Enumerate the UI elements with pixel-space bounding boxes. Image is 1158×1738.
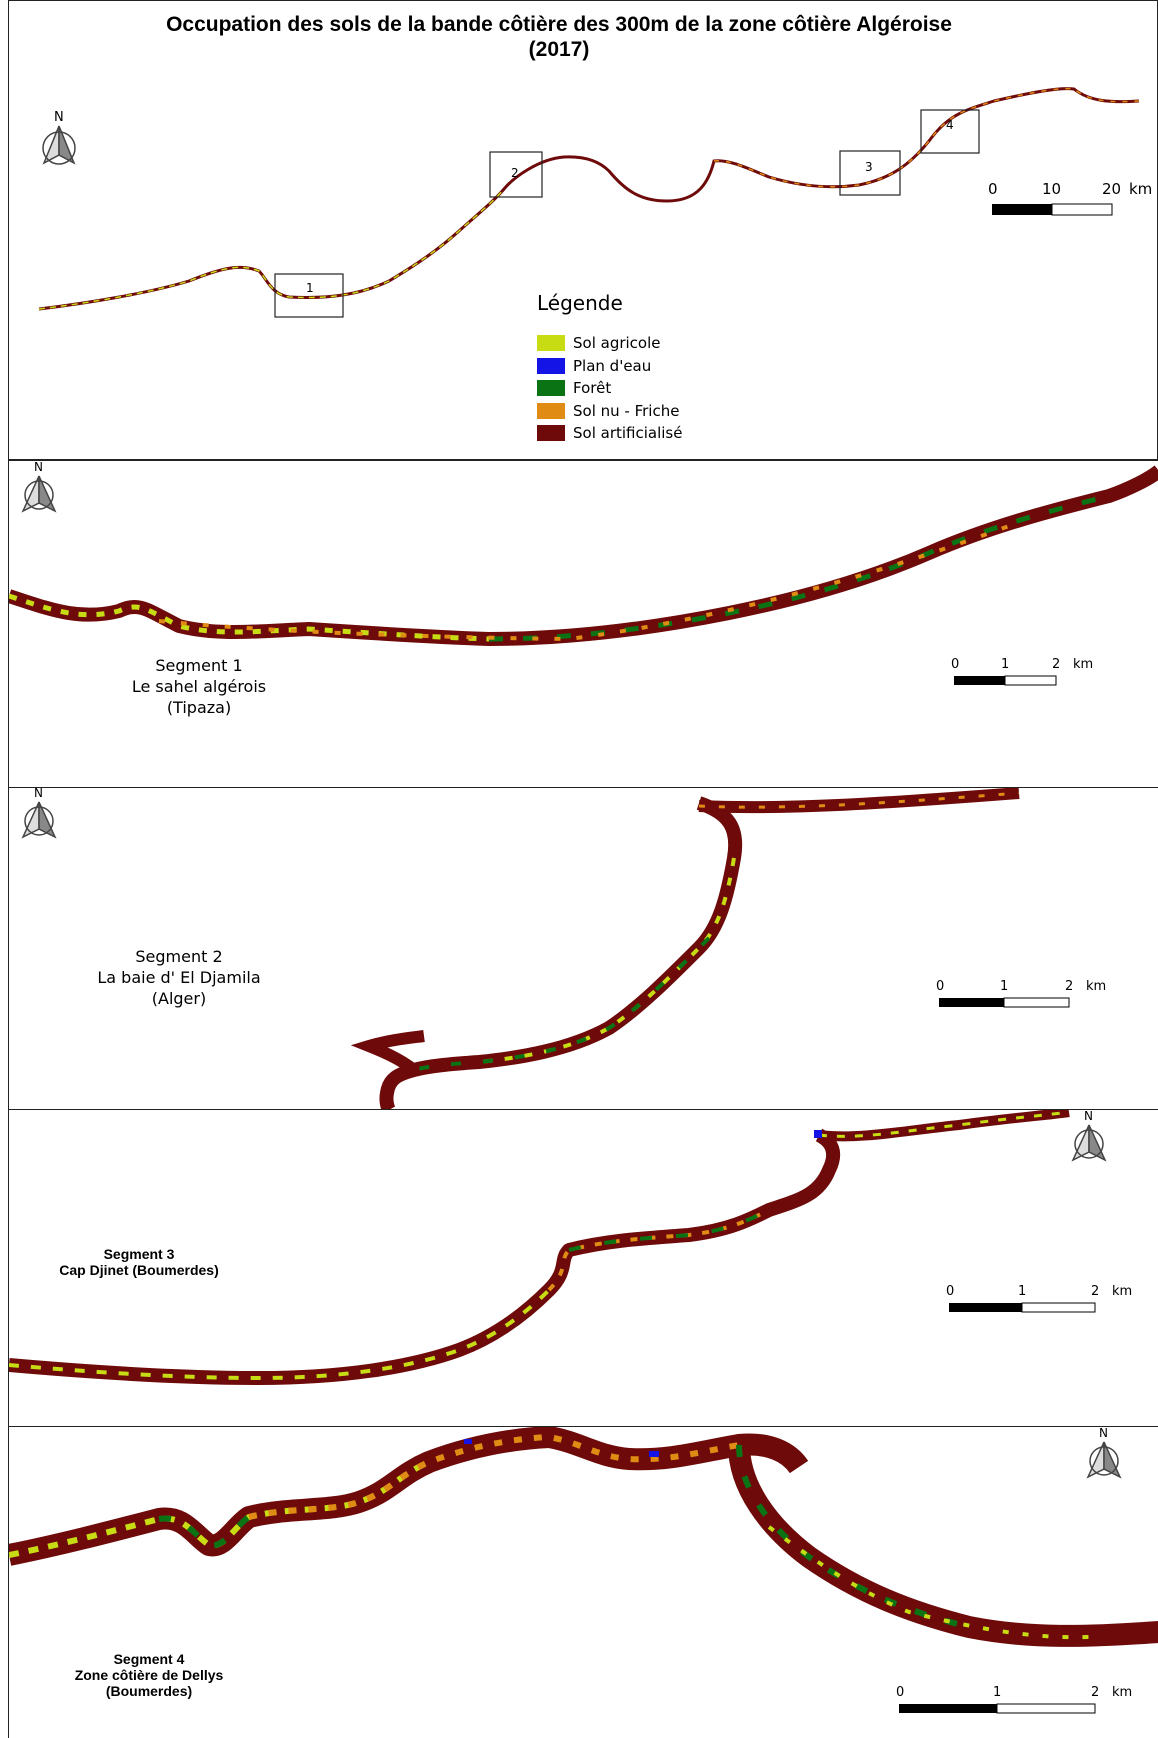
svg-text:0: 0 bbox=[951, 657, 959, 672]
svg-text:20: 20 bbox=[1102, 180, 1121, 198]
svg-text:km: km bbox=[1112, 1284, 1132, 1299]
legend-swatch bbox=[537, 403, 565, 419]
legend-item-plan-d-eau: Plan d'eau bbox=[537, 357, 651, 375]
segment-1-label: Segment 1 Le sahel algérois (Tipaza) bbox=[79, 655, 319, 718]
svg-text:4: 4 bbox=[946, 118, 954, 132]
svg-text:2: 2 bbox=[1052, 657, 1060, 672]
north-label: N bbox=[1084, 1110, 1093, 1123]
svg-text:2: 2 bbox=[1065, 979, 1073, 994]
legend-label: Sol artificialisé bbox=[573, 424, 683, 442]
segment-region: (Tipaza) bbox=[166, 698, 232, 717]
segment-4-scale-bar: 0 1 2 km bbox=[896, 1685, 1132, 1714]
svg-text:1: 1 bbox=[1000, 979, 1008, 994]
svg-text:1: 1 bbox=[993, 1685, 1001, 1700]
svg-text:2: 2 bbox=[511, 166, 519, 180]
segment-2-panel: N 0 1 2 km Segment 2 La baie d' El Djami… bbox=[8, 787, 1158, 1110]
segment-region: (Alger) bbox=[151, 989, 207, 1008]
map-title: Occupation des sols de la bande côtière … bbox=[166, 13, 952, 36]
segment-4-panel: N 0 1 2 km Segment 4 Zone côtière de Del… bbox=[8, 1426, 1158, 1738]
coastal-band bbox=[9, 465, 1158, 646]
water-body-patch bbox=[649, 1451, 659, 1457]
segment-region: (Boumerdes) bbox=[105, 1683, 193, 1699]
overview-coastline-map: N 1 2 3 4 0 10 20 km bbox=[38, 87, 1152, 318]
north-label: N bbox=[34, 788, 43, 800]
segment-3-panel: N 0 1 2 km Segment 3 Cap Djinet (Boumerd… bbox=[8, 1109, 1158, 1427]
legend-swatch bbox=[537, 358, 565, 374]
legend-label: Plan d'eau bbox=[573, 357, 652, 375]
svg-text:1: 1 bbox=[306, 281, 314, 295]
north-label: N bbox=[34, 461, 43, 474]
segment-box-1: 1 bbox=[274, 273, 344, 318]
north-arrow-icon: N bbox=[1071, 1110, 1107, 1162]
segment-2-scale-bar: 0 1 2 km bbox=[936, 979, 1106, 1008]
coastline bbox=[38, 87, 1140, 311]
segment-1-panel: N 0 1 2 km Segment 1 Le sahel algérois (… bbox=[8, 460, 1158, 788]
segment-place: La baie d' El Djamila bbox=[97, 968, 261, 987]
north-arrow-icon: N bbox=[42, 110, 76, 165]
svg-text:1: 1 bbox=[1018, 1284, 1026, 1299]
legend-label: Sol agricole bbox=[573, 334, 661, 352]
north-label: N bbox=[1099, 1427, 1108, 1440]
segment-name: Segment 2 bbox=[135, 947, 223, 966]
segment-place: Zone côtière de Dellys bbox=[74, 1667, 224, 1683]
segment-1-scale-bar: 0 1 2 km bbox=[951, 657, 1093, 686]
legend-label: Sol nu - Friche bbox=[573, 402, 680, 420]
segment-4-label: Segment 4 Zone côtière de Dellys (Boumer… bbox=[39, 1651, 259, 1699]
legend-title: Légende bbox=[537, 291, 623, 315]
svg-text:2: 2 bbox=[1091, 1284, 1099, 1299]
coastal-band bbox=[379, 796, 743, 1110]
svg-text:km: km bbox=[1112, 1685, 1132, 1700]
svg-text:10: 10 bbox=[1042, 180, 1061, 198]
segment-3-scale-bar: 0 1 2 km bbox=[946, 1284, 1132, 1313]
legend-item-sol-nu-friche: Sol nu - Friche bbox=[537, 402, 679, 420]
legend-item-sol-agricole: Sol agricole bbox=[537, 334, 661, 352]
svg-text:km: km bbox=[1086, 979, 1106, 994]
segment-box-4: 4 bbox=[920, 109, 980, 154]
segment-3-label: Segment 3 Cap Djinet (Boumerdes) bbox=[39, 1246, 239, 1278]
legend-swatch bbox=[537, 335, 565, 351]
segment-4-map: N 0 1 2 km bbox=[9, 1427, 1158, 1714]
north-label: N bbox=[54, 110, 64, 125]
segment-place: Cap Djinet (Boumerdes) bbox=[59, 1262, 219, 1278]
segment-name: Segment 1 bbox=[155, 656, 243, 675]
map-year: (2017) bbox=[528, 38, 590, 61]
legend-item-foret: Forêt bbox=[537, 379, 611, 397]
north-arrow-icon: N bbox=[21, 461, 57, 513]
legend-item-sol-artificialise: Sol artificialisé bbox=[537, 424, 682, 442]
overview-scale-bar: 0 10 20 km bbox=[988, 180, 1152, 216]
segment-2-map: N 0 1 2 km bbox=[21, 788, 1106, 1110]
segment-3-map: N 0 1 2 km bbox=[9, 1110, 1132, 1385]
legend-label: Forêt bbox=[573, 379, 612, 397]
svg-text:0: 0 bbox=[896, 1685, 904, 1700]
segment-2-label: Segment 2 La baie d' El Djamila (Alger) bbox=[59, 946, 299, 1009]
overview-map-panel: Occupation des sols de la bande côtière … bbox=[8, 0, 1158, 460]
svg-text:0: 0 bbox=[936, 979, 944, 994]
svg-text:1: 1 bbox=[1001, 657, 1009, 672]
segment-box-2: 2 bbox=[489, 151, 543, 198]
water-body-patch bbox=[814, 1130, 822, 1138]
legend-swatch bbox=[537, 380, 565, 396]
svg-text:2: 2 bbox=[1091, 1685, 1099, 1700]
svg-text:km: km bbox=[1129, 180, 1152, 198]
svg-text:0: 0 bbox=[946, 1284, 954, 1299]
water-body-patch bbox=[464, 1439, 472, 1444]
legend-swatch bbox=[537, 425, 565, 441]
segment-name: Segment 3 bbox=[103, 1246, 175, 1262]
coastal-band bbox=[9, 1427, 809, 1566]
segment-place: Le sahel algérois bbox=[131, 677, 267, 696]
segment-box-3: 3 bbox=[839, 150, 901, 196]
svg-text:3: 3 bbox=[865, 160, 873, 174]
segment-1-map: N 0 1 2 km bbox=[9, 461, 1158, 686]
segment-name: Segment 4 bbox=[113, 1651, 185, 1667]
svg-text:0: 0 bbox=[988, 180, 998, 198]
svg-text:km: km bbox=[1073, 657, 1093, 672]
north-arrow-icon: N bbox=[1086, 1427, 1122, 1479]
north-arrow-icon: N bbox=[21, 788, 57, 839]
